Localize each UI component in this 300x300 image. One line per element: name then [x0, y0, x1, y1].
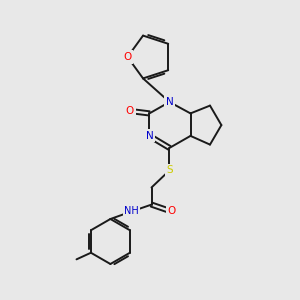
Text: O: O — [123, 52, 132, 62]
Text: S: S — [166, 165, 173, 176]
Text: O: O — [167, 206, 176, 217]
Text: N: N — [166, 97, 173, 107]
Text: N: N — [146, 131, 153, 141]
Text: NH: NH — [124, 206, 139, 217]
Text: O: O — [126, 106, 134, 116]
